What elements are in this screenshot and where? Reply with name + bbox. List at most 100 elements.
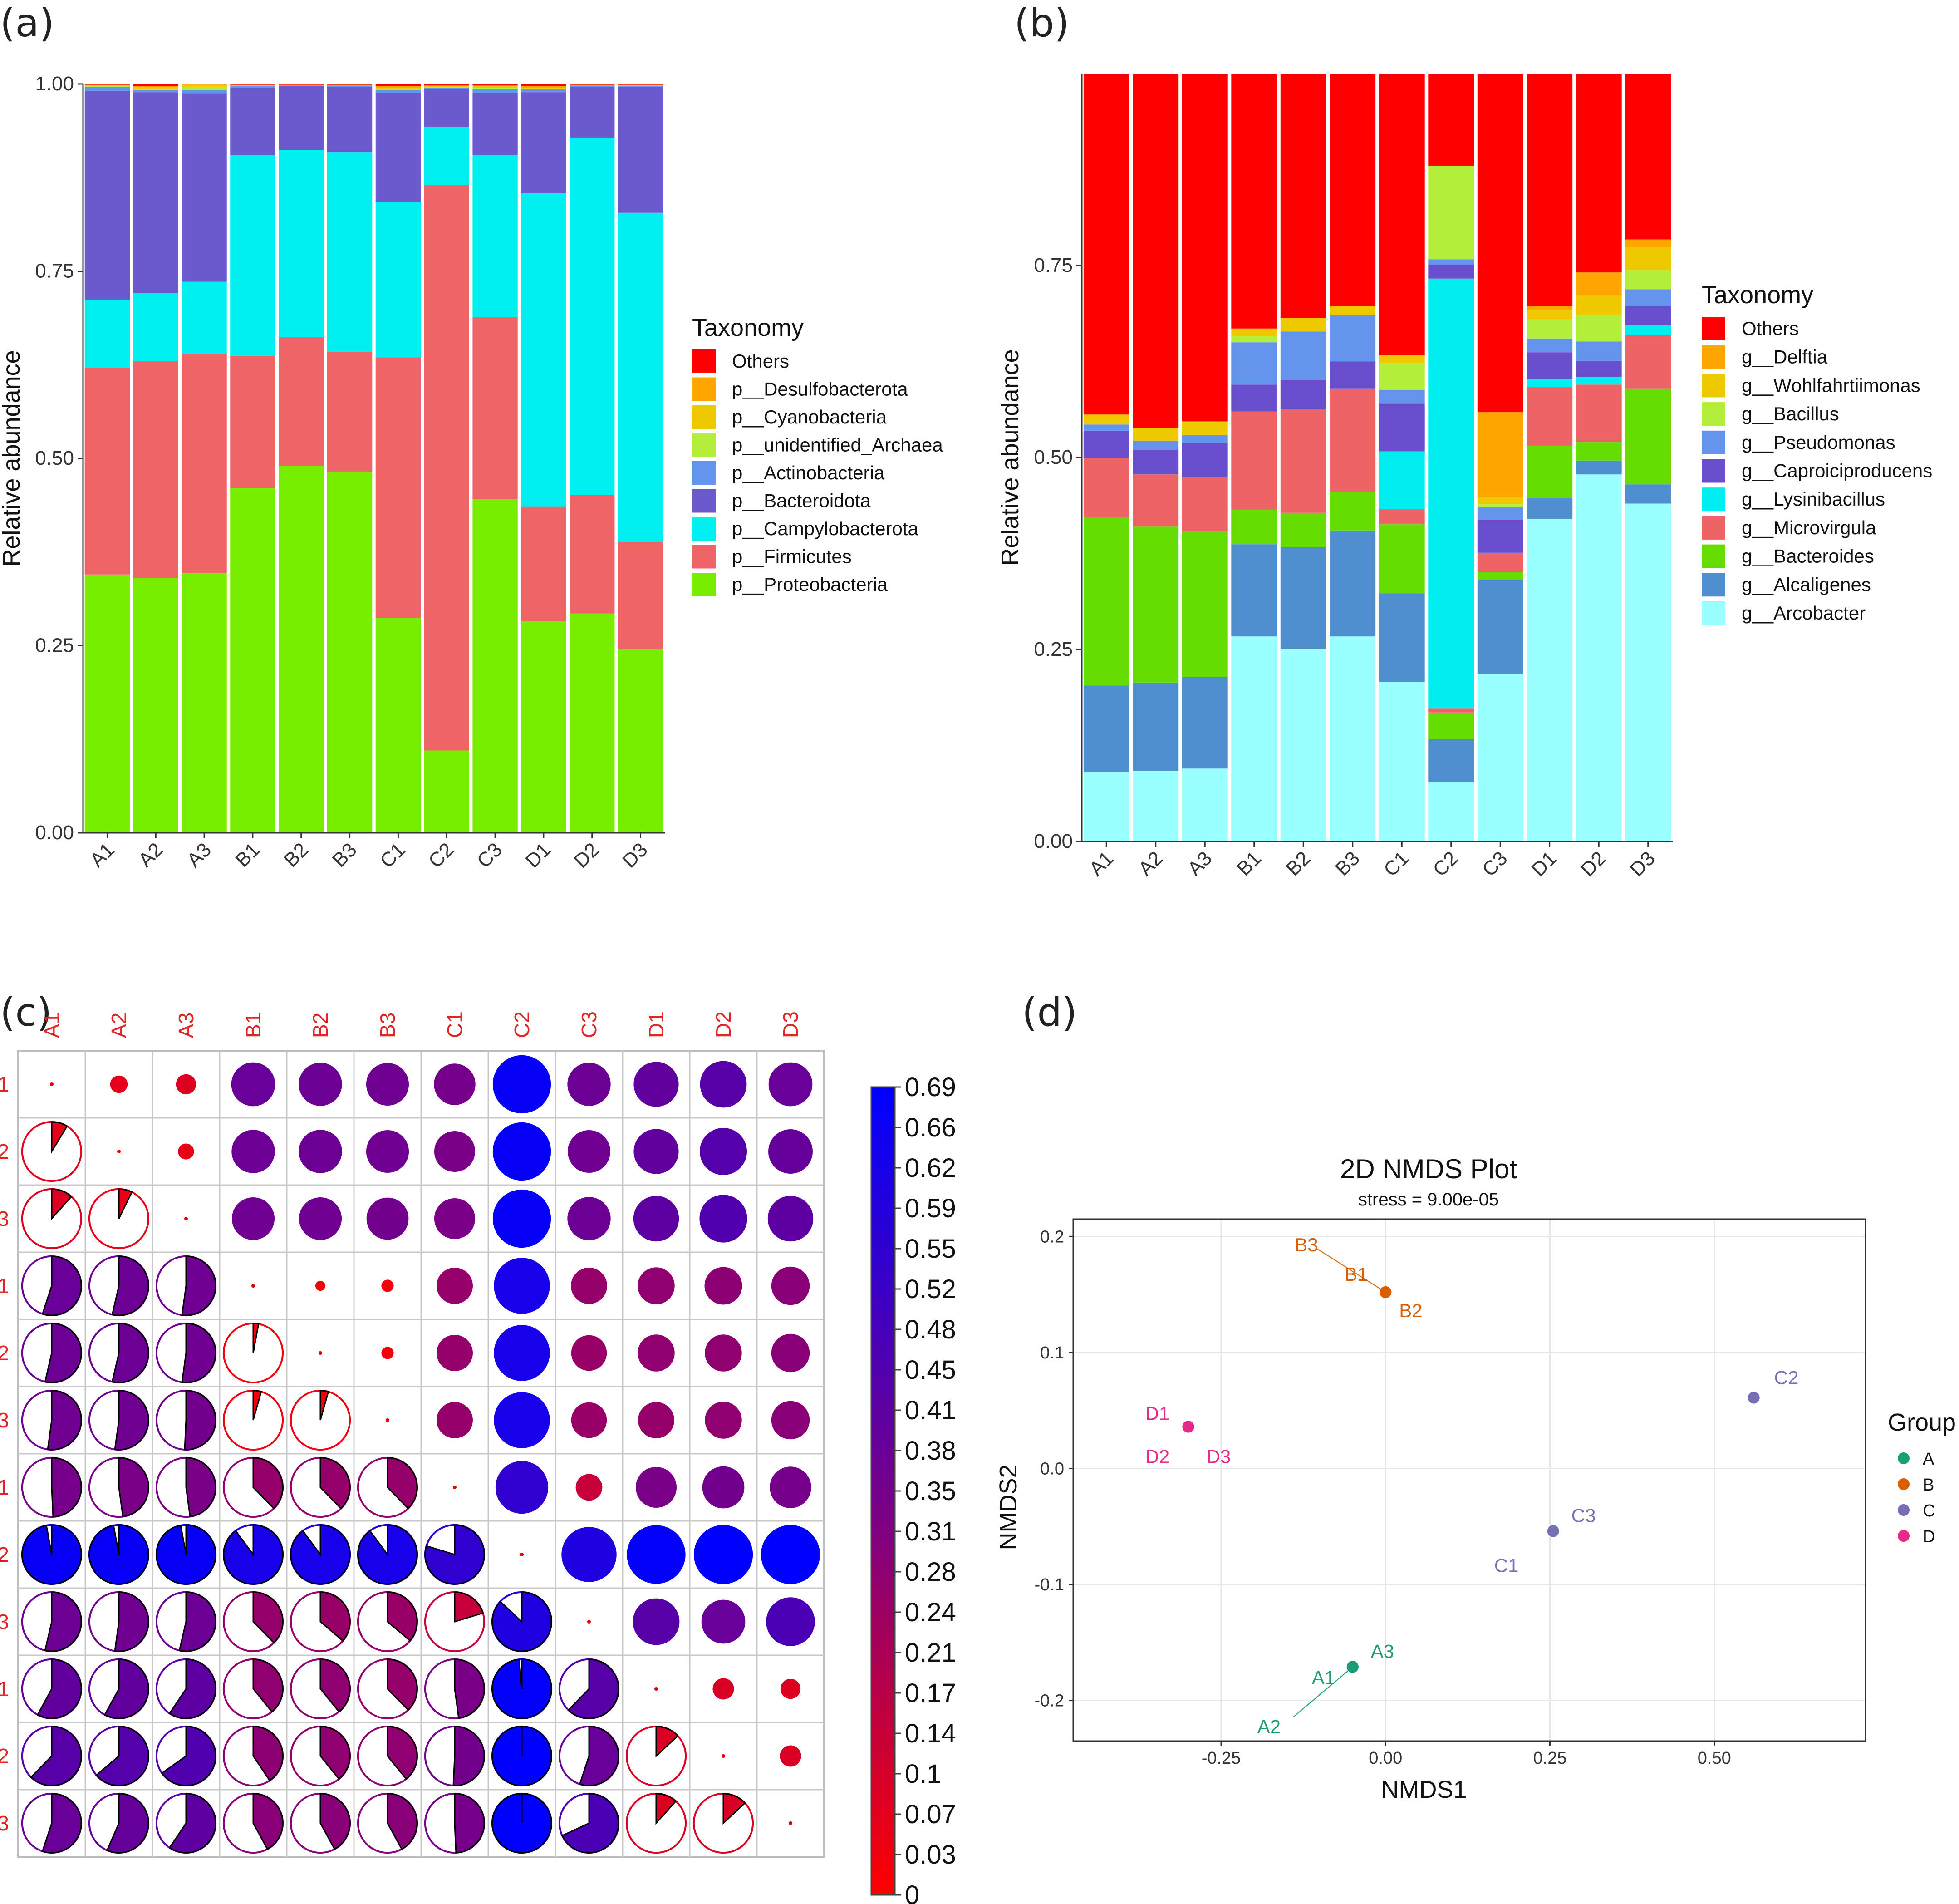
legend-label-c: C	[1923, 1501, 1935, 1520]
legend-label-p-bacteroidota: p__Bacteroidota	[732, 490, 871, 512]
cell-c3-b3-pie-slice	[387, 1591, 418, 1642]
cell-d3-d3-dot	[789, 1821, 792, 1825]
bar-segment-p-cyanobacteria-a2	[133, 87, 178, 89]
bar-segment-g-caproiciproducens-c2	[1428, 265, 1474, 279]
panel-label-a: (a)	[0, 0, 54, 46]
bar-segment-g-wohlfahrtiimonas-d2	[1576, 295, 1622, 315]
bar-segment-g-delftia-d3	[1625, 239, 1671, 247]
bar-segment-p-cyanobacteria-a3	[182, 84, 227, 87]
bar-segment-g-bacteroides-c1	[1379, 524, 1425, 594]
bar-segment-g-bacillus-c1	[1379, 363, 1425, 390]
bar-segment-g-caproiciproducens-c1	[1379, 403, 1425, 452]
legend-label-g-lysinibacillus: g__Lysinibacillus	[1742, 488, 1885, 510]
legend-swatch-g-microvirgula	[1702, 516, 1725, 540]
cell-c3-d1-circle	[633, 1598, 680, 1645]
plot-border	[1072, 1218, 1866, 1742]
point-label-d2: D2	[1145, 1446, 1170, 1467]
bar-segment-g-bacteroides-c2	[1428, 712, 1474, 739]
cell-b2-d3-circle	[771, 1333, 810, 1373]
cell-b3-c3-circle	[571, 1402, 607, 1438]
bar-segment-p-campylobacterota-a2	[133, 293, 178, 361]
x-tick-label-a3: A3	[182, 838, 216, 871]
cell-d3-c3-pie-slice	[561, 1793, 619, 1854]
point-label-c2: C2	[1774, 1367, 1799, 1388]
legend-swatch-g-alcaligenes	[1702, 573, 1725, 597]
cell-a2-d3-circle	[768, 1129, 813, 1174]
bar-segment-g-wohlfahrtiimonas-d3	[1625, 247, 1671, 271]
colorbar-tick-label: 0.62	[905, 1153, 956, 1183]
row-label-a1: A1	[0, 1073, 9, 1096]
legend-title: Taxonomy	[1702, 281, 1813, 309]
cell-a3-a3-dot	[184, 1217, 188, 1220]
bar-segment-g-bacteroides-d2	[1576, 442, 1622, 461]
bar-segment-p-firmicutes-b1	[230, 355, 275, 488]
x-tick-label-d2: D2	[570, 838, 603, 872]
column-label-b1: B1	[241, 1013, 265, 1038]
x-tick-label-d3: D3	[618, 838, 652, 872]
cell-d2-d3-circle	[780, 1745, 801, 1767]
bar-segment-g-pseudomonas-b1	[1231, 342, 1277, 385]
bar-segment-g-alcaligenes-d1	[1527, 498, 1573, 519]
bar-segment-g-caproiciproducens-b1	[1231, 384, 1277, 412]
bar-segment-p-firmicutes-b3	[327, 352, 373, 472]
cell-c1-a2-pie-slice	[118, 1457, 149, 1518]
cell-a1-a2-circle	[110, 1075, 128, 1093]
x-tick-label-d2: D2	[1576, 847, 1610, 881]
colorbar-tick-label: 0.14	[905, 1719, 956, 1748]
cell-c3-a2-pie-slice	[114, 1591, 149, 1652]
row-label-d1: D1	[0, 1677, 9, 1701]
bar-segment-p-proteobacteria-d2	[570, 613, 615, 833]
cell-b3-a3-pie-slice	[184, 1390, 216, 1451]
bar-segment-g-caproiciproducens-a3	[1182, 443, 1228, 477]
bar-segment-g-microvirgula-d3	[1625, 335, 1671, 389]
cell-b2-c2-circle	[494, 1325, 550, 1381]
cell-d3-a1-pie-slice	[41, 1793, 82, 1854]
legend-label-others: Others	[732, 350, 789, 372]
colorbar-tick-label: 0.17	[905, 1678, 956, 1708]
point-label-d3: D3	[1207, 1446, 1231, 1467]
bar-segment-g-arcobacter-c3	[1477, 674, 1523, 841]
bar-segment-p-campylobacterota-d3	[618, 212, 663, 542]
cell-d1-b1-pie-slice	[252, 1658, 284, 1713]
cell-d3-c1-pie-slice	[454, 1793, 485, 1854]
cell-a2-d1-circle	[633, 1129, 679, 1174]
x-axis-title: NMDS1	[1381, 1776, 1467, 1803]
cell-d1-b2-pie-slice	[319, 1658, 351, 1713]
cell-d2-a1-pie-slice	[30, 1726, 82, 1786]
cell-d3-d2-pie-slice	[722, 1793, 746, 1825]
bar-segment-g-bacillus-b1	[1231, 336, 1277, 343]
cell-a1-b3-circle	[366, 1063, 409, 1106]
bar-segment-g-lysinibacillus-c1	[1379, 451, 1425, 509]
bar-segment-g-alcaligenes-c3	[1477, 580, 1523, 674]
bar-segment-p-bacteroidota-d1	[521, 92, 566, 193]
bar-segment-g-wohlfahrtiimonas-b3	[1330, 306, 1376, 315]
cell-d2-c1-pie-slice	[452, 1726, 485, 1786]
colorbar-tick-label: 0.59	[905, 1194, 956, 1223]
bar-segment-p-unidentified-archaea-a1	[84, 86, 130, 87]
x-tick-label-b1: B1	[1232, 847, 1266, 880]
cell-c2-c3-circle	[561, 1527, 617, 1582]
legend-key-a	[1898, 1452, 1910, 1464]
bar-segment-others-c1	[375, 84, 421, 86]
bar-segment-p-campylobacterota-b1	[230, 155, 275, 356]
bar-segment-g-pseudomonas-a2	[1133, 440, 1179, 450]
bar-segment-others-d3	[618, 84, 663, 85]
cell-c2-b2-pie-slice	[290, 1524, 351, 1585]
bar-segment-g-pseudomonas-c2	[1428, 259, 1474, 265]
cell-c1-b2-pie-slice	[319, 1457, 351, 1510]
cell-b3-a2-pie-slice	[114, 1390, 149, 1451]
cell-b1-b1-dot	[251, 1284, 255, 1288]
bar-segment-p-firmicutes-d2	[570, 495, 615, 614]
bar-segment-p-proteobacteria-a3	[182, 573, 227, 833]
cell-d2-b3-pie-slice	[387, 1726, 418, 1780]
bar-segment-p-firmicutes-a1	[84, 368, 130, 575]
bar-segment-p-desulfobacterota-d3	[618, 84, 663, 86]
bar-segment-others-a2	[1133, 74, 1179, 428]
point-label-b1: B1	[1345, 1264, 1368, 1285]
bar-segment-others-a3	[1182, 74, 1228, 422]
bar-segment-g-pseudomonas-b2	[1280, 331, 1326, 380]
bar-segment-p-cyanobacteria-c1	[375, 88, 421, 89]
cell-d1-d2-circle	[712, 1678, 734, 1700]
bar-segment-p-proteobacteria-d1	[521, 621, 566, 833]
column-label-b3: B3	[376, 1013, 399, 1038]
